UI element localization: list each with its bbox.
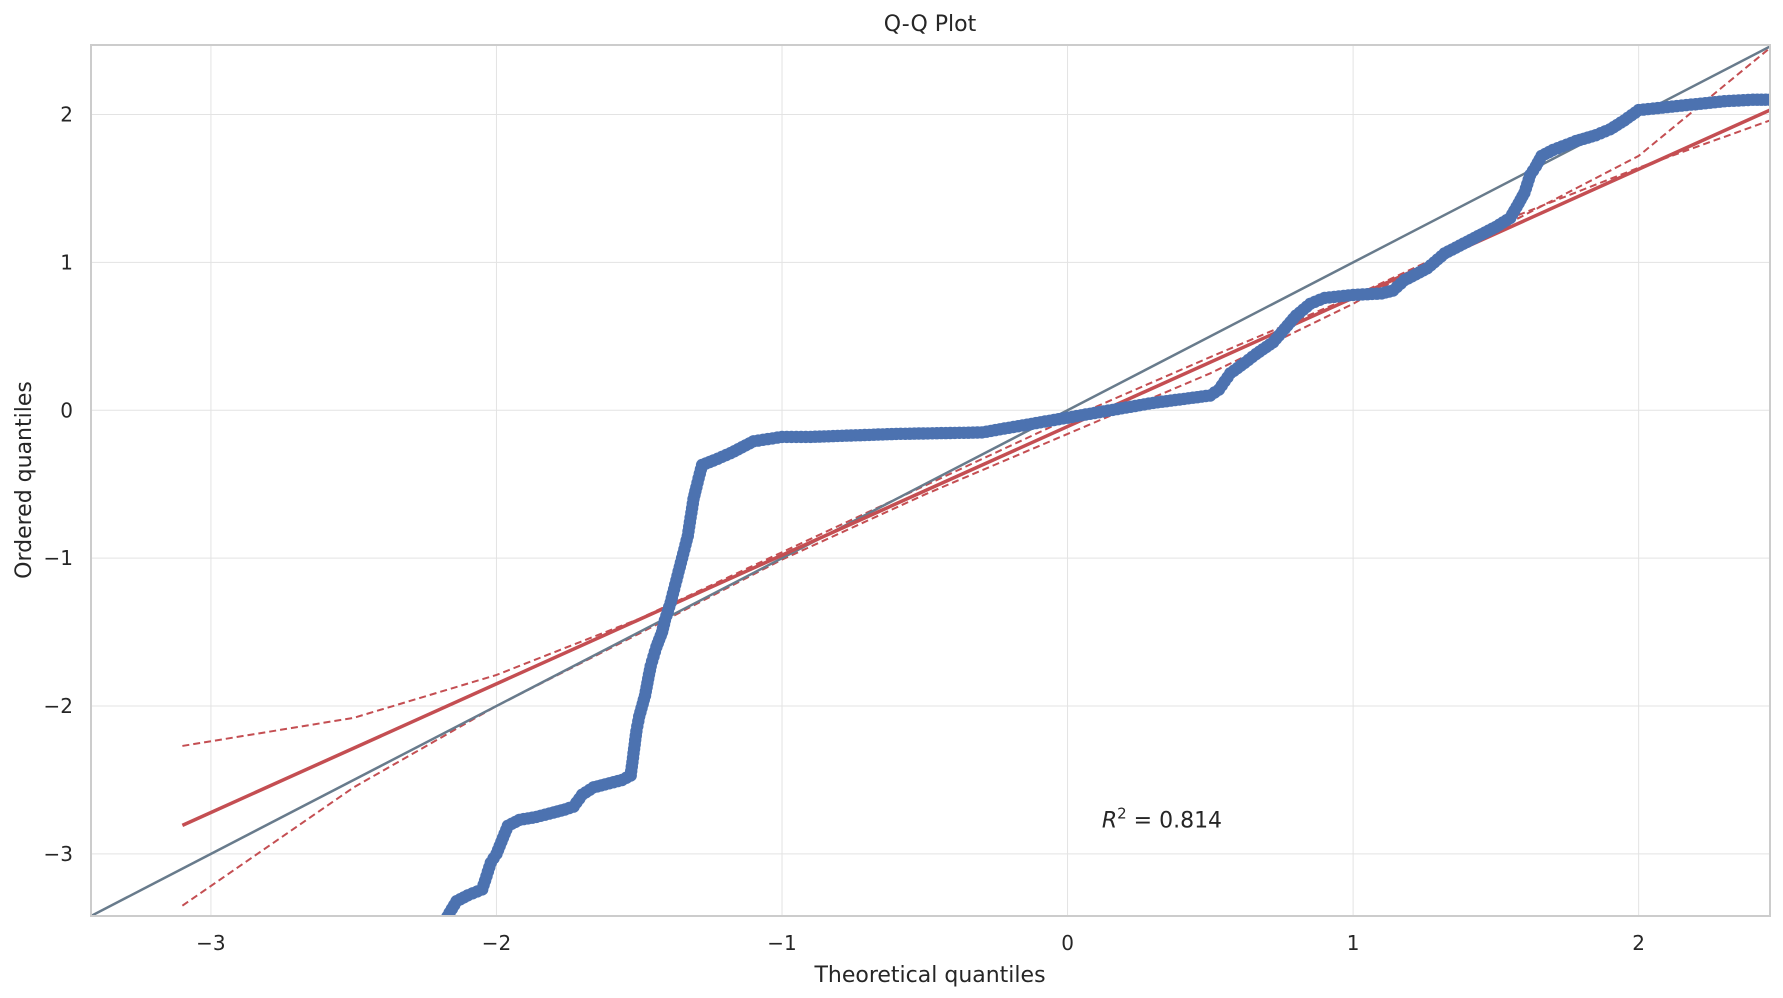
reference-line: [91, 45, 1770, 916]
x-tick-label: −3: [196, 931, 225, 955]
plot-frame: [90, 44, 1771, 917]
y-axis-ticks: −3 −2 −1 0 1 2: [44, 103, 73, 866]
grid-lines: [91, 45, 1770, 916]
fit-line-layer: [181, 108, 1770, 827]
data-point: [1763, 93, 1770, 106]
y-tick-label: −3: [44, 842, 73, 866]
r2-symbol: R: [1102, 808, 1117, 833]
reference-line-layer: [91, 45, 1770, 916]
x-tick-label: 1: [1347, 931, 1360, 955]
data-points: [440, 93, 1770, 916]
x-tick-label: 2: [1632, 931, 1645, 955]
y-tick-label: 2: [60, 103, 73, 127]
confidence-band-lower: [181, 119, 1770, 907]
fit-line: [181, 108, 1770, 827]
y-axis-label: Ordered quantiles: [12, 381, 37, 579]
r2-value: = 0.814: [1127, 808, 1222, 833]
x-tick-label: −2: [482, 931, 511, 955]
y-tick-label: 1: [60, 250, 73, 274]
chart-title: Q-Q Plot: [884, 12, 977, 37]
x-axis-label: Theoretical quantiles: [813, 963, 1045, 988]
y-tick-label: 0: [60, 398, 73, 422]
y-tick-label: −2: [44, 694, 73, 718]
r-squared-annotation: R2 = 0.814: [1102, 804, 1222, 833]
x-tick-label: 0: [1061, 931, 1074, 955]
x-tick-label: −1: [767, 931, 796, 955]
confidence-band-upper: [182, 47, 1770, 747]
r2-superscript: 2: [1117, 804, 1127, 822]
x-axis-ticks: −3 −2 −1 0 1 2: [196, 931, 1645, 955]
y-tick-label: −1: [44, 546, 73, 570]
